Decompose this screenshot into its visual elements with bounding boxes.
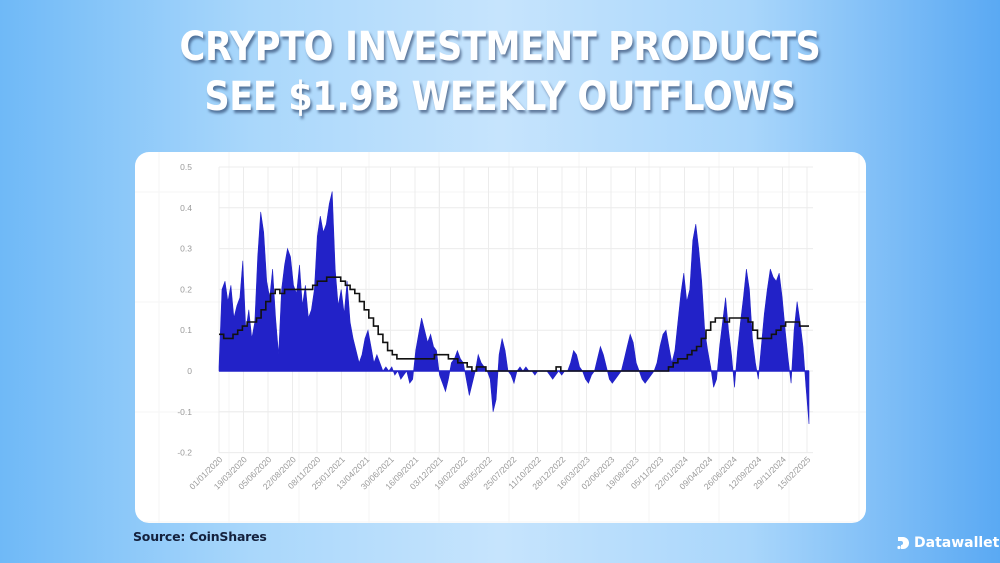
title-line-1: CRYPTO INVESTMENT PRODUCTS (179, 24, 821, 70)
chart-card: 0.5 0.4 0.3 0.2 0.1 0 -0.1 -0.2 01/01/2020 19/03/… (135, 152, 866, 523)
y-tick-label: -0.2 (177, 448, 192, 458)
y-tick-label: 0.4 (180, 203, 192, 213)
title-line-2: SEE $1.9B WEEKLY OUTFLOWS (204, 74, 796, 120)
y-tick-label: -0.1 (177, 407, 192, 417)
moving-average-line (219, 276, 809, 372)
datawallet-logo-icon (897, 537, 909, 550)
brand-name: Datawallet (914, 535, 1000, 551)
y-tick-label: 0.3 (180, 244, 192, 254)
source-caption: Source: CoinShares (133, 529, 267, 544)
page-title: CRYPTO INVESTMENT PRODUCTS SEE $1.9B WEE… (60, 22, 940, 122)
y-tick-label: 0 (187, 366, 192, 376)
weekly-flows-area (218, 191, 810, 425)
chart: 0.50.40.30.20.10-0.1-0.201/01/202019/03/… (135, 152, 866, 523)
y-tick-label: 0.1 (180, 325, 192, 335)
brand-logo: Datawallet (897, 535, 999, 551)
y-tick-label: 0.5 (180, 162, 192, 172)
y-tick-label: 0.2 (180, 284, 192, 294)
